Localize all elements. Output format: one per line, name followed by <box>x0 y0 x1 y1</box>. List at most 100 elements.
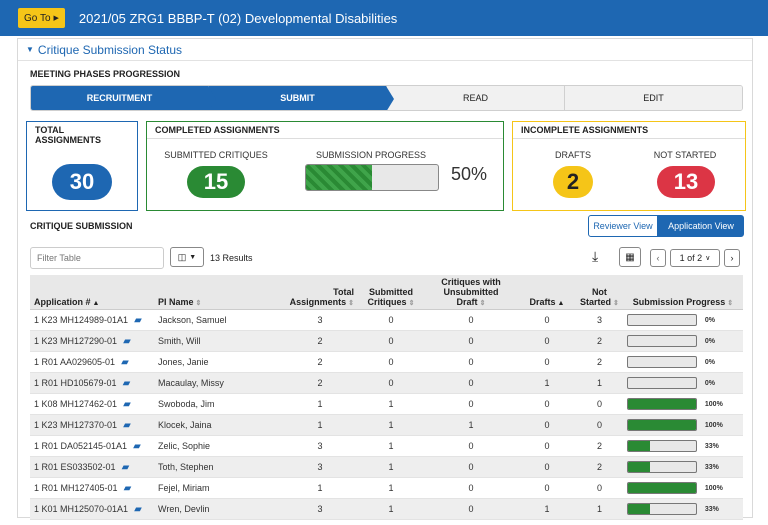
cell-drafts: 0 <box>518 351 576 373</box>
chevron-down-icon: ∨ <box>705 255 711 262</box>
table-row: 1 R01 DA052145-01A1 ▰ Zelic, Sophie 3 1 0 0 2 33… <box>30 435 743 457</box>
col-drafts[interactable]: Drafts ▲ <box>518 275 576 310</box>
grid-view-icon[interactable]: ▦ <box>619 247 641 267</box>
folder-icon[interactable]: ▰ <box>123 419 131 431</box>
application-number: 1 R01 AA029605-01 <box>34 356 116 367</box>
sort-icon: ⇕ <box>195 300 202 307</box>
cell-application: 1 R01 MH127405-01 ▰ <box>30 477 154 499</box>
row-progress-fill <box>627 462 651 472</box>
go-to-button[interactable]: Go To ▶ <box>18 8 65 28</box>
cell-pi-name: Macaulay, Missy <box>154 372 282 394</box>
row-progress-fill <box>627 399 696 409</box>
download-icon[interactable]: ⤓ <box>592 248 599 264</box>
folder-icon[interactable]: ▰ <box>133 440 141 452</box>
table-row: 1 K23 MH124989-01A1 ▰ Jackson, Samuel 3 0 0 0 3… <box>30 309 743 331</box>
cell-progress: 100% <box>622 477 743 499</box>
cell-total: 3 <box>282 498 358 520</box>
cell-total: 1 <box>282 477 358 499</box>
not-started-label: NOT STARTED <box>653 150 717 160</box>
cell-not-started: 2 <box>576 351 623 373</box>
table-row: 1 R01 HD105679-01 ▰ Macaulay, Missy 2 0 0 1 1 0% <box>30 372 743 394</box>
caret-right-icon: ▶ <box>53 15 59 22</box>
folder-icon[interactable]: ▰ <box>123 335 131 347</box>
application-view-button[interactable]: Application View <box>658 215 744 237</box>
cell-unsubmitted: 1 <box>424 414 518 436</box>
cell-total: 1 <box>282 393 358 415</box>
header-label: Submission Progress <box>632 297 726 307</box>
folder-icon[interactable]: ▰ <box>123 398 131 410</box>
application-number: 1 R01 DA052145-01A1 <box>34 440 128 451</box>
chevron-shape <box>386 86 394 110</box>
submitted-critiques-value: 15 <box>187 166 245 198</box>
folder-icon[interactable]: ▰ <box>121 461 130 473</box>
cell-drafts: 0 <box>518 435 576 457</box>
folder-icon[interactable]: ▰ <box>122 377 131 389</box>
next-page-button[interactable]: › <box>724 249 740 267</box>
caret-down-icon: ▼ <box>26 45 34 54</box>
phase-label: SUBMIT <box>280 93 315 103</box>
cell-pi-name: Klocek, Jaina <box>154 414 282 436</box>
col-pi-name[interactable]: PI Name ⇕ <box>154 275 282 310</box>
header-label: Total Assignments <box>289 287 354 307</box>
meeting-title: 2021/05 ZRG1 BBBP-T (02) Developmental D… <box>78 10 398 26</box>
phase-label: READ <box>462 93 488 103</box>
cell-pi-name: Zelic, Sophie <box>154 435 282 457</box>
incomplete-assignments-card: INCOMPLETE ASSIGNMENTS DRAFTS 2 NOT STAR… <box>512 121 746 211</box>
col-not-started[interactable]: Not Started ⇕ <box>576 275 623 310</box>
total-assignments-card: TOTAL ASSIGNMENTS 30 <box>26 121 138 211</box>
total-header: TOTAL ASSIGNMENTS <box>35 125 102 145</box>
cell-pi-name: Swoboda, Jim <box>154 393 282 415</box>
cell-unsubmitted: 0 <box>424 435 518 457</box>
header-label: Not Started <box>580 287 612 307</box>
col-unsubmitted[interactable]: Critiques with Unsubmitted Draft ⇕ <box>424 275 518 310</box>
cell-submitted: 1 <box>358 456 424 478</box>
col-total[interactable]: Total Assignments ⇕ <box>282 275 358 310</box>
row-progress-fill <box>627 441 651 451</box>
phases-progress: RECRUITMENT SUBMIT READ EDIT <box>30 85 743 111</box>
cell-submitted: 1 <box>358 435 424 457</box>
cell-not-started: 3 <box>576 309 623 331</box>
drafts-value: 2 <box>553 166 593 198</box>
critique-status-panel: ▼ Critique Submission Status MEETING PHA… <box>17 38 753 520</box>
sort-asc-icon: ▲ <box>557 300 565 307</box>
reviewer-view-button[interactable]: Reviewer View <box>588 215 658 237</box>
header-label: Drafts <box>529 297 556 307</box>
column-toggle-button[interactable]: ◫ ▼ <box>170 247 204 267</box>
application-number: 1 K08 MH127462-01 <box>34 398 118 409</box>
col-progress[interactable]: Submission Progress ⇕ <box>622 275 743 310</box>
col-application[interactable]: Application # ▲ <box>30 275 154 310</box>
cell-progress: 100% <box>622 414 743 436</box>
cell-not-started: 1 <box>576 372 623 394</box>
folder-icon[interactable]: ▰ <box>123 482 132 494</box>
cell-drafts: 0 <box>518 414 576 436</box>
cell-not-started: 2 <box>576 456 623 478</box>
prev-page-button[interactable]: ‹ <box>650 249 666 267</box>
application-number: 1 K23 MH127290-01 <box>34 335 118 346</box>
panel-toggle[interactable]: ▼ Critique Submission Status <box>18 39 752 61</box>
page-select[interactable]: 1 of 2 ∨ <box>670 249 720 267</box>
cell-progress: 33% <box>622 456 743 478</box>
cell-not-started: 2 <box>576 330 623 352</box>
cell-unsubmitted: 0 <box>424 372 518 394</box>
submission-progress-text: 50% <box>451 164 488 184</box>
cell-pi-name: Fejel, Miriam <box>154 477 282 499</box>
row-progress-bar <box>626 503 697 515</box>
folder-icon[interactable]: ▰ <box>134 314 142 326</box>
folder-icon[interactable]: ▰ <box>134 503 142 515</box>
application-number: 1 R01 ES033502-01 <box>34 461 116 472</box>
cell-total: 2 <box>282 351 358 373</box>
filter-table-input[interactable] <box>30 247 164 269</box>
cell-application: 1 R01 AA029605-01 ▰ <box>30 351 154 373</box>
col-submitted[interactable]: Submitted Critiques ⇕ <box>358 275 424 310</box>
table-row: 1 R01 MH127405-01 ▰ Fejel, Miriam 1 1 0 0 0 100% <box>30 477 743 499</box>
cell-application: 1 R01 DA052145-01A1 ▰ <box>30 435 154 457</box>
phase-submit: SUBMIT <box>208 86 394 110</box>
completed-assignments-card: COMPLETED ASSIGNMENTS SUBMITTED CRITIQUE… <box>146 121 504 211</box>
row-progress-bar <box>626 482 697 494</box>
cell-unsubmitted: 0 <box>424 477 518 499</box>
cell-pi-name: Toth, Stephen <box>154 456 282 478</box>
sort-icon: ⇕ <box>348 300 354 307</box>
row-progress-text: 33% <box>704 505 719 513</box>
folder-icon[interactable]: ▰ <box>121 356 129 368</box>
cell-submitted: 1 <box>358 498 424 520</box>
